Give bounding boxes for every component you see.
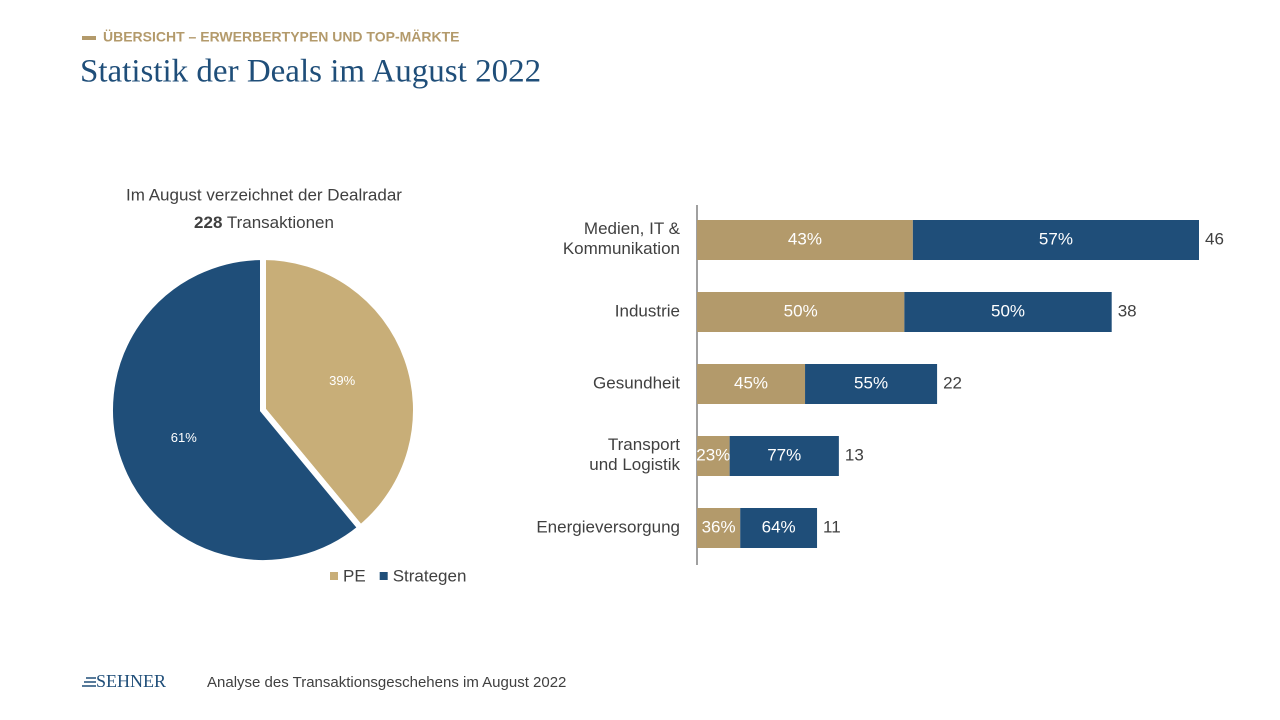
total-label: 38 [1118, 301, 1137, 320]
bar-segment [697, 436, 730, 476]
kicker: ÜBERSICHT – ERWERBERTYPEN UND TOP-MÄRKTE [103, 29, 460, 45]
legend-label: PE [343, 566, 366, 585]
segment-label: 23% [696, 445, 730, 464]
bar-segment [740, 508, 818, 548]
footer-text: Analyse des Transaktionsgeschehens im Au… [207, 674, 566, 691]
segment-label: 77% [767, 445, 801, 464]
total-label: 11 [823, 517, 841, 536]
segment-label: 36% [702, 517, 736, 536]
bar-segment [697, 292, 905, 332]
total-label: Transaktionen [227, 213, 334, 232]
logo: SEHNER [96, 671, 166, 691]
legend-swatch [379, 572, 388, 580]
total-label: 46 [1205, 229, 1224, 248]
pie-slice [260, 253, 419, 533]
segment-label: 50% [784, 301, 818, 320]
pie-total: 228 Transaktionen [194, 213, 334, 232]
total-label: 13 [845, 445, 864, 464]
pie-label: 61% [171, 430, 197, 445]
logo-mark [82, 677, 96, 687]
segment-label: 57% [1039, 229, 1073, 248]
segment-label: 45% [734, 373, 768, 392]
bar-segment [904, 292, 1112, 332]
bar-segment [697, 220, 913, 260]
category-label: Transport und Logistik [589, 435, 680, 474]
bar-segment [729, 436, 839, 476]
bar-segment [805, 364, 938, 404]
title: Statistik der Deals im August 2022 [80, 54, 541, 90]
legend-swatch [330, 572, 338, 580]
total-label: 22 [943, 373, 962, 392]
legend-label: Strategen [393, 566, 467, 585]
bar-segment [912, 220, 1199, 260]
category-label: Medien, IT & Kommunikation [563, 219, 681, 258]
pie-subtitle: Im August verzeichnet der Dealradar [126, 185, 402, 204]
segment-label: 64% [762, 517, 796, 536]
total-number: 228 [194, 213, 222, 232]
bar-segment [697, 508, 741, 548]
bar-segment [697, 364, 806, 404]
category-label: Gesundheit [593, 373, 680, 392]
kicker-bar [82, 36, 96, 40]
pie-slice [107, 253, 365, 566]
category-label: Industrie [615, 301, 680, 320]
category-label: Energieversorgung [536, 517, 680, 536]
segment-label: 50% [991, 301, 1025, 320]
segment-label: 55% [854, 373, 888, 392]
pie-label: 39% [329, 373, 355, 388]
segment-label: 43% [788, 229, 822, 248]
